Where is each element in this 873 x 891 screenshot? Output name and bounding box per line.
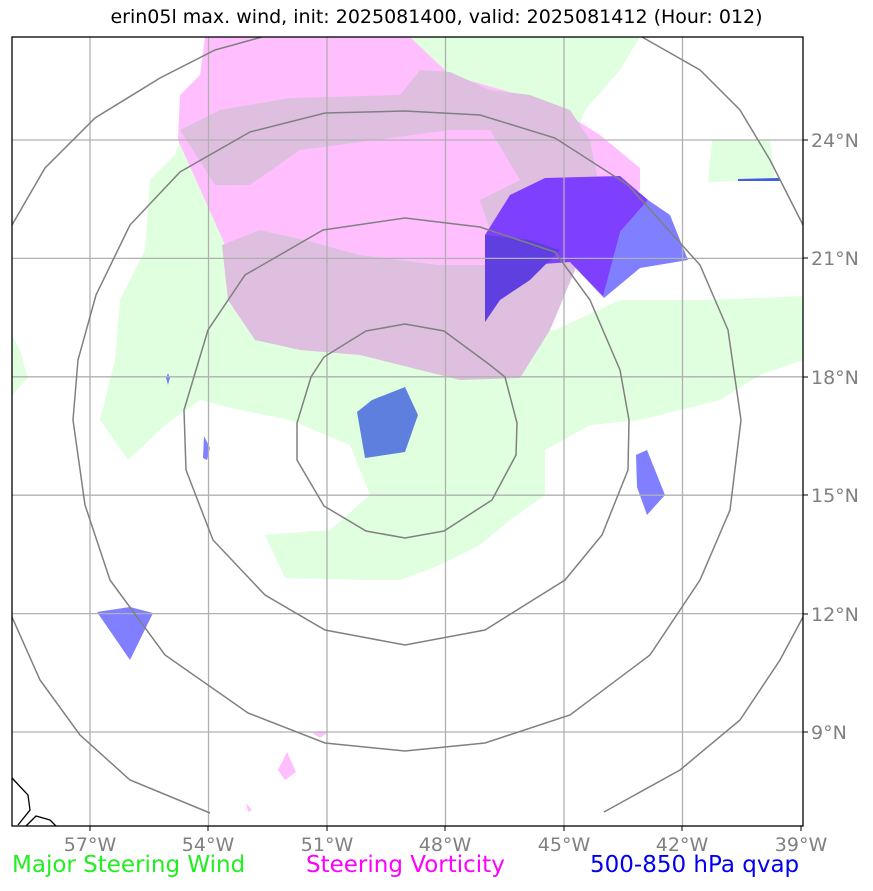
qvap-area-tiny-northeast	[738, 178, 780, 181]
lat-label-15n: 15°N	[811, 485, 859, 507]
lat-label-21n: 21°N	[811, 248, 859, 270]
qvap-area-east	[636, 450, 665, 515]
map-frame	[11, 36, 804, 827]
steering-vorticity-patch-south	[278, 752, 296, 780]
lon-label-51w: 51°W	[301, 834, 354, 856]
steering-vorticity-patch-bottom	[246, 803, 252, 812]
range-ring-second	[183, 217, 630, 646]
legend-qvap: 500-850 hPa qvap	[590, 852, 800, 878]
lon-tick-labels: 57°W 54°W 51°W 48°W 45°W 42°W 39°W	[64, 834, 828, 856]
legend-steering-vorticity: Steering Vorticity	[306, 852, 505, 878]
range-ring-outer	[11, 36, 263, 226]
lon-label-39w: 39°W	[775, 834, 828, 856]
field-layers	[12, 37, 803, 812]
range-ring-outer-southeast	[603, 616, 804, 813]
lon-label-57w: 57°W	[64, 834, 117, 856]
lat-label-9n: 9°N	[811, 722, 847, 744]
lat-label-12n: 12°N	[811, 604, 859, 626]
steering-wind-area-west-edge	[12, 335, 28, 395]
lat-label-24n: 24°N	[811, 130, 859, 152]
qvap-area-northeast-core	[485, 176, 648, 296]
range-ring-outer-northeast	[641, 36, 804, 226]
range-ring-third	[72, 110, 742, 752]
lat-lon-gridlines	[12, 37, 803, 826]
range-ring-outer-southwest	[11, 616, 211, 814]
range-rings	[11, 36, 804, 814]
lon-label-48w: 48°W	[419, 834, 472, 856]
legend-steering-wind: Major Steering Wind	[12, 852, 246, 878]
lat-tick-labels: 24°N 21°N 18°N 15°N 12°N 9°N	[811, 130, 859, 744]
lon-label-54w: 54°W	[182, 834, 235, 856]
axis-tick-marks	[89, 139, 808, 831]
qvap-area-small-west-b	[166, 373, 170, 385]
steering-vorticity-patch-tiny	[312, 732, 328, 738]
qvap-area-southwest	[97, 607, 153, 660]
qvap-area-center	[357, 387, 418, 458]
coastline	[11, 777, 57, 827]
qvap-area-northeast-overlap	[485, 235, 560, 322]
lat-label-18n: 18°N	[811, 367, 859, 389]
range-ring-inner	[296, 323, 518, 539]
plot-title: erin05l max. wind, init: 2025081400, val…	[110, 6, 763, 28]
lon-label-42w: 42°W	[656, 834, 709, 856]
lon-label-45w: 45°W	[538, 834, 591, 856]
steering-wind-area-northeast	[708, 140, 775, 182]
